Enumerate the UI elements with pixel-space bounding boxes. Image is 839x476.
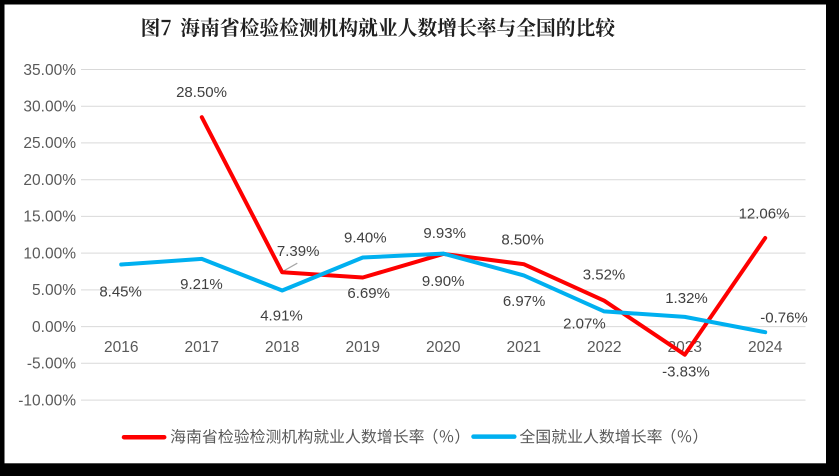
svg-text:-3.83%: -3.83%	[662, 363, 710, 380]
svg-text:2021: 2021	[507, 339, 541, 356]
svg-text:-0.76%: -0.76%	[760, 310, 808, 327]
svg-text:9.90%: 9.90%	[422, 273, 465, 290]
svg-text:1.32%: 1.32%	[665, 290, 708, 307]
svg-text:5.00%: 5.00%	[32, 282, 76, 299]
svg-text:2024: 2024	[748, 339, 783, 356]
svg-text:3.52%: 3.52%	[583, 267, 626, 284]
svg-text:28.50%: 28.50%	[176, 84, 227, 101]
svg-text:9.93%: 9.93%	[423, 225, 466, 242]
svg-text:20.00%: 20.00%	[23, 172, 76, 189]
svg-text:7.39%: 7.39%	[277, 243, 320, 260]
svg-text:10.00%: 10.00%	[23, 245, 76, 262]
svg-text:8.50%: 8.50%	[501, 232, 544, 249]
svg-text:2018: 2018	[265, 339, 299, 356]
svg-text:9.40%: 9.40%	[344, 230, 387, 247]
svg-text:35.00%: 35.00%	[23, 62, 76, 79]
svg-text:15.00%: 15.00%	[23, 209, 76, 226]
svg-text:2016: 2016	[104, 339, 138, 356]
svg-text:-5.00%: -5.00%	[27, 356, 76, 373]
svg-text:8.45%: 8.45%	[99, 283, 142, 300]
svg-text:2.07%: 2.07%	[563, 316, 606, 333]
svg-text:-10.00%: -10.00%	[18, 392, 76, 409]
svg-text:4.91%: 4.91%	[260, 308, 303, 325]
svg-text:9.21%: 9.21%	[180, 276, 223, 293]
svg-text:2020: 2020	[426, 339, 461, 356]
svg-text:2022: 2022	[587, 339, 621, 356]
svg-text:2017: 2017	[185, 339, 219, 356]
svg-text:30.00%: 30.00%	[23, 99, 76, 116]
svg-text:2019: 2019	[346, 339, 380, 356]
svg-text:12.06%: 12.06%	[739, 206, 790, 223]
svg-text:25.00%: 25.00%	[23, 135, 76, 152]
svg-text:0.00%: 0.00%	[32, 319, 76, 336]
svg-text:6.97%: 6.97%	[503, 293, 546, 310]
svg-text:6.69%: 6.69%	[347, 285, 390, 302]
